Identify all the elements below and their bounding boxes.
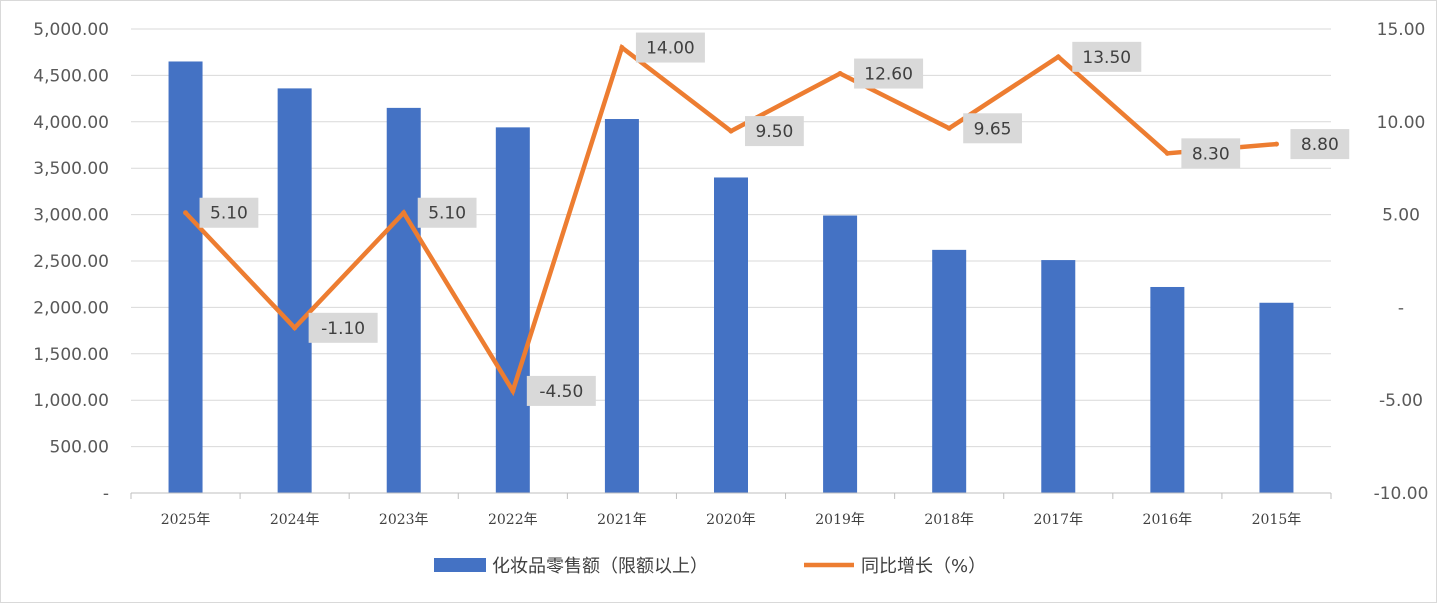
x-axis-tick-label: 2021年 (597, 512, 647, 528)
data-label-box (1181, 138, 1241, 169)
bar (168, 61, 203, 493)
line-point (183, 210, 189, 216)
line-point (619, 45, 625, 51)
bar (495, 127, 530, 494)
data-label-box (745, 116, 804, 147)
axes: - 500.00 1,000.00 1,500.00 2,000.00 2,500.00 3… (33, 20, 1428, 528)
left-axis-tick-label: 2,000.00 (33, 298, 109, 318)
bar (277, 88, 312, 493)
data-label-box (308, 312, 378, 343)
x-axis-tick-label: 2017年 (1033, 512, 1083, 528)
left-axis-tick-label: 4,000.00 (33, 113, 109, 133)
right-axis-tick-label: 10.00 (1377, 113, 1426, 133)
right-axis-tick-label: -10.00 (1374, 484, 1429, 504)
left-axis-tick-label: 5,000.00 (33, 20, 109, 40)
data-label: 9.50 (755, 122, 793, 142)
left-axis-tick-label: - (103, 484, 109, 504)
line-point (728, 128, 734, 134)
data-label-box (1290, 129, 1350, 160)
line-point (1164, 150, 1170, 156)
right-axis-tick-label: 15.00 (1377, 20, 1426, 40)
data-label: 13.50 (1082, 48, 1131, 68)
data-label: 5.10 (210, 204, 248, 224)
data-label: 12.60 (864, 65, 913, 85)
data-label: -1.10 (321, 319, 365, 339)
x-axis-tick-label: 2025年 (161, 512, 211, 528)
x-axis-tick-label: 2016年 (1143, 512, 1193, 528)
bar-series (168, 61, 1294, 494)
x-axis-tick-label: 2019年 (815, 512, 865, 528)
data-label-box (1072, 41, 1142, 72)
bar (1150, 286, 1185, 493)
line-point (510, 388, 516, 394)
right-axis-tick-label: - (1398, 298, 1404, 318)
data-labels: 5.10 -1.10 5.10 -4.50 14.00 9.50 12.60 9.65 13.5… (199, 32, 1350, 406)
x-axis-tick-label: 2023年 (379, 512, 429, 528)
bar (386, 107, 421, 493)
data-label-box (635, 32, 705, 63)
left-axis-tick-label: 3,000.00 (33, 206, 109, 226)
data-label: 8.30 (1192, 144, 1230, 164)
data-label: -4.50 (539, 382, 583, 402)
line-point (401, 210, 407, 216)
bar (714, 177, 748, 494)
bar (1041, 260, 1076, 493)
left-axis-tick-label: 1,000.00 (33, 391, 109, 411)
line-point (837, 71, 843, 77)
bar (823, 215, 858, 493)
bar (604, 119, 639, 494)
x-axis-tick-label: 2022年 (488, 512, 538, 528)
legend: 化妆品零售额（限额以上） 同比增长（%） (434, 556, 986, 577)
line-point (1055, 54, 1061, 60)
x-axis-tick-label: 2024年 (270, 512, 320, 528)
x-axis-tick-label: 2015年 (1252, 512, 1302, 528)
left-axis-tick-label: 500.00 (50, 438, 109, 458)
legend-label-line: 同比增长（%） (861, 556, 986, 577)
bar (932, 249, 967, 493)
x-axis-tick-label: 2020年 (706, 512, 756, 528)
data-label-box (963, 113, 1022, 144)
data-label: 9.65 (974, 119, 1012, 139)
left-axis-tick-label: 2,500.00 (33, 252, 109, 272)
data-label-box (526, 375, 596, 406)
line-series (183, 43, 1279, 397)
data-label: 14.00 (646, 39, 695, 59)
legend-label-bar: 化妆品零售额（限额以上） (492, 556, 708, 577)
data-label: 8.80 (1301, 135, 1339, 155)
left-axis-tick-label: 3,500.00 (33, 159, 109, 179)
data-label-box (854, 58, 924, 89)
left-axis-tick-label: 1,500.00 (33, 345, 109, 365)
line-point (292, 325, 298, 331)
line-point (1273, 141, 1279, 147)
right-axis-tick-label: 5.00 (1382, 206, 1420, 226)
right-axis-tick-label: -5.00 (1379, 391, 1423, 411)
legend-swatch-bar (434, 558, 486, 572)
x-axis-tick-label: 2018年 (924, 512, 974, 528)
line-point (946, 125, 952, 131)
data-label-box (199, 197, 259, 228)
data-label: 5.10 (428, 204, 466, 224)
left-axis-tick-label: 4,500.00 (33, 66, 109, 86)
bar (1259, 302, 1294, 493)
data-label-box (417, 197, 477, 228)
